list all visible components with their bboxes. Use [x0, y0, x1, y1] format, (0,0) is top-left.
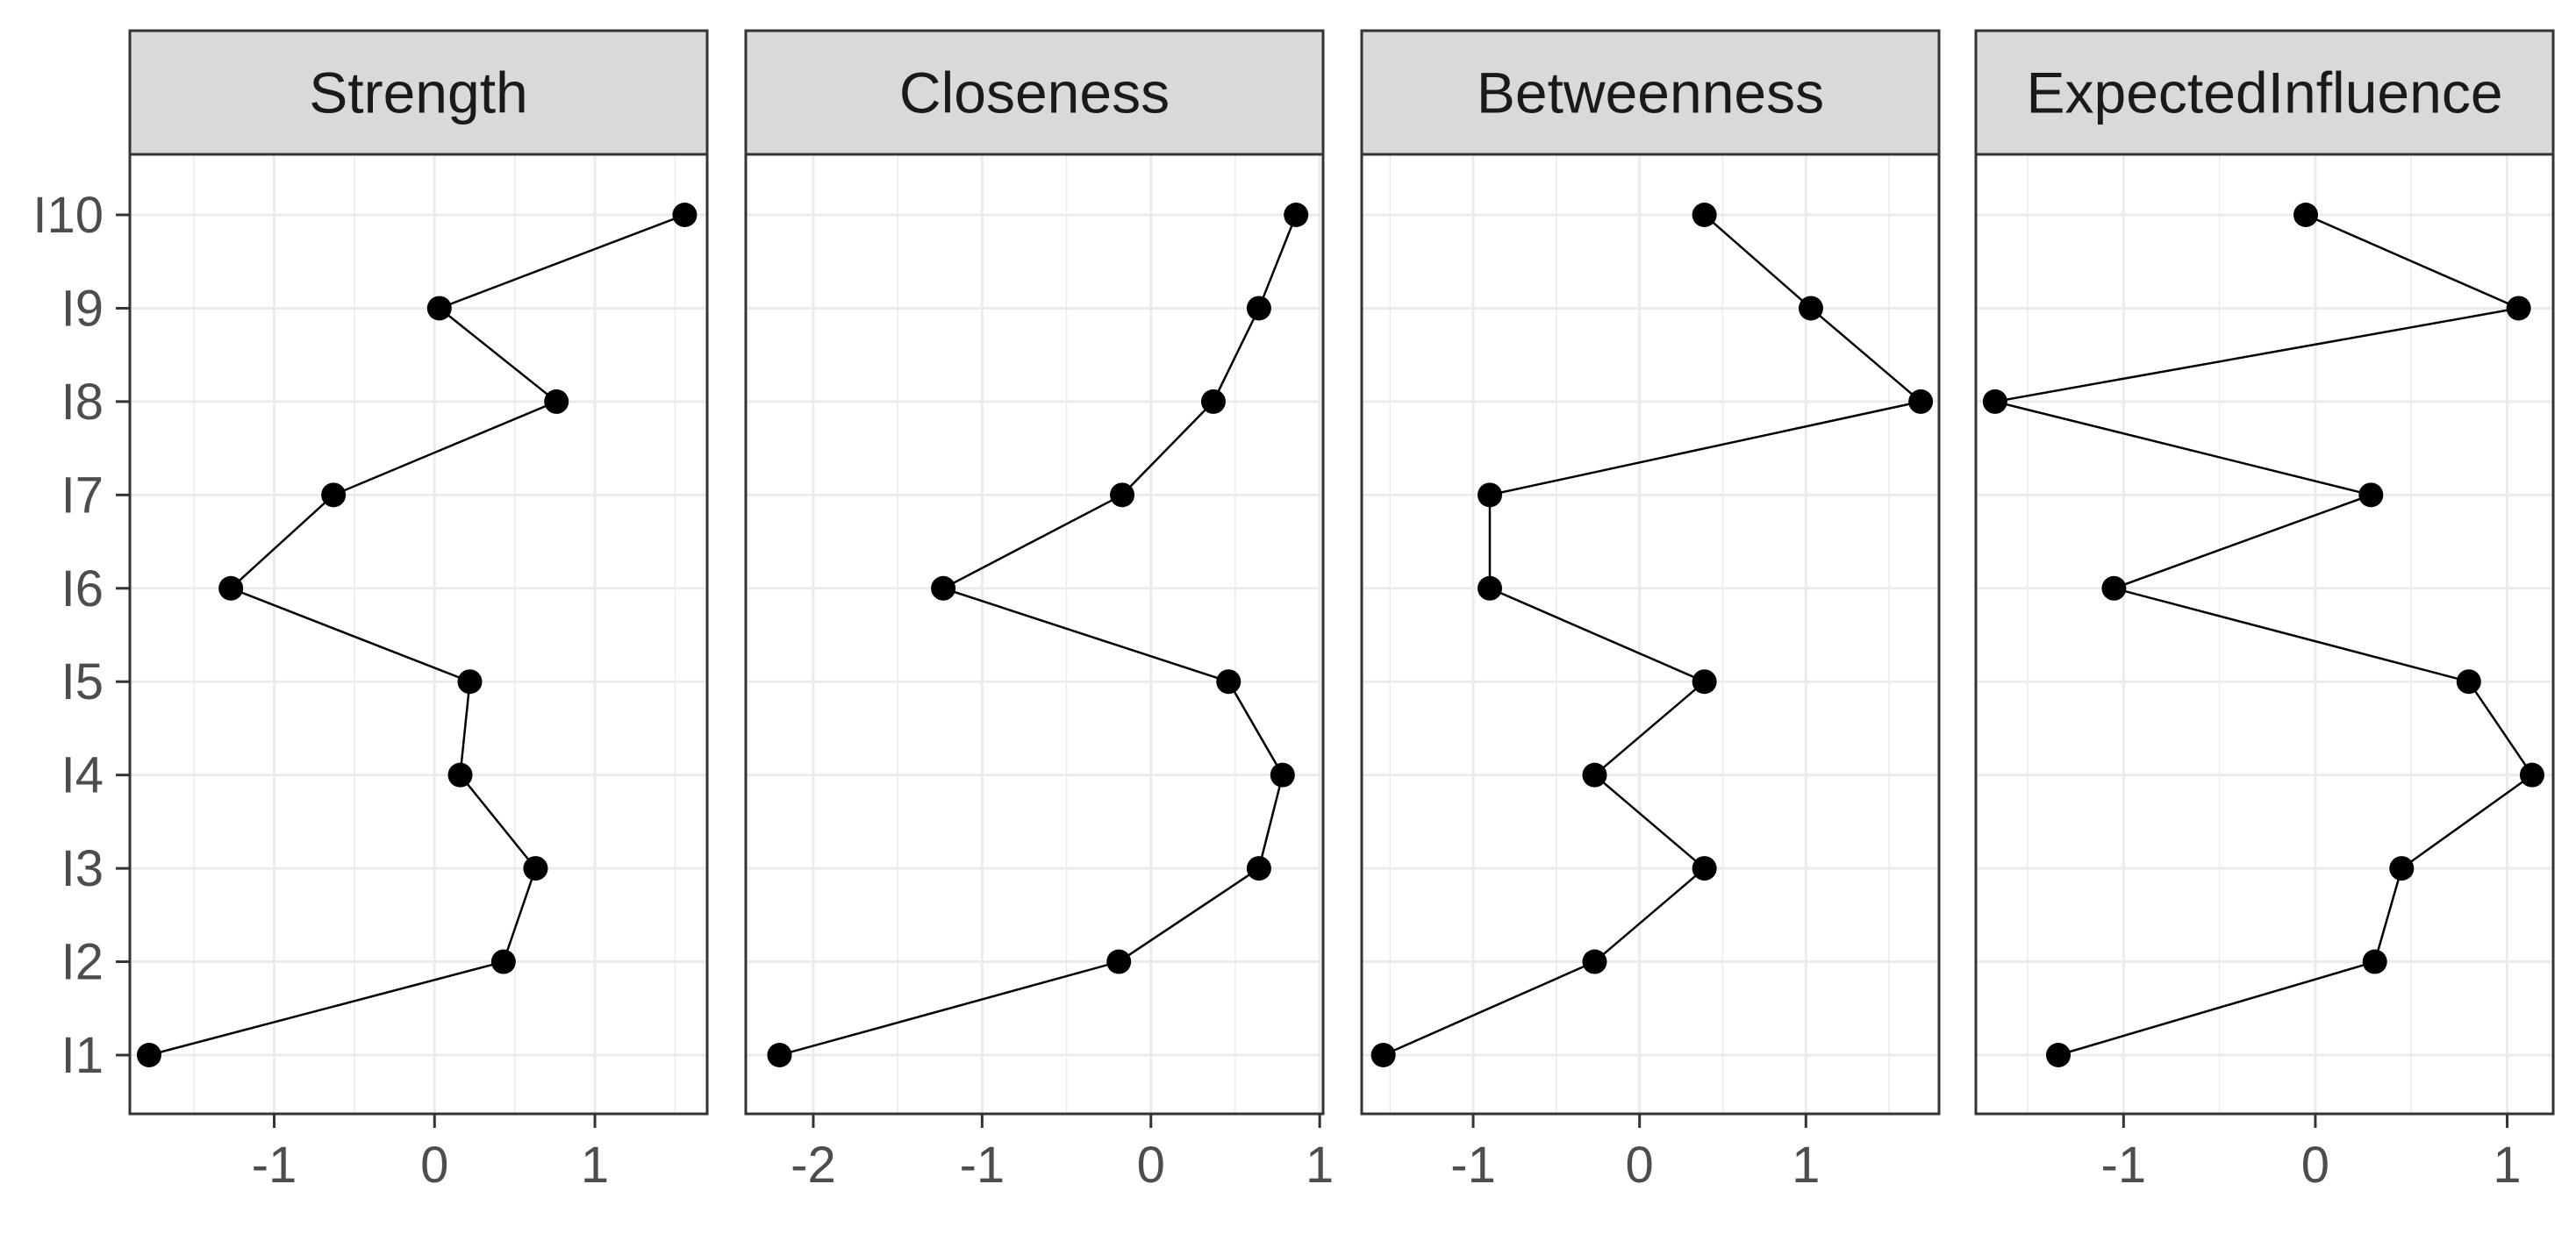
strip-background-strength — [128, 29, 709, 156]
point-betweenness-i5 — [1692, 669, 1717, 695]
x-tick-label: -1 — [2101, 1137, 2147, 1194]
point-strength-i7 — [321, 482, 347, 508]
point-betweenness-i6 — [1478, 575, 1503, 601]
x-tick-label: 1 — [581, 1137, 609, 1194]
y-tick-label-i1: I1 — [61, 1027, 104, 1084]
point-betweenness-i9 — [1798, 296, 1823, 321]
point-closeness-i7 — [1110, 482, 1135, 508]
point-strength-i9 — [426, 296, 452, 321]
x-tick-label: -2 — [791, 1137, 836, 1194]
grid-lines — [1362, 154, 1939, 1114]
point-expectedinfluence-i2 — [2362, 949, 2387, 974]
strip-background-closeness — [744, 29, 1325, 156]
panel-background — [1362, 154, 1939, 1114]
x-tick-label: 1 — [1792, 1137, 1820, 1194]
grid-lines — [1976, 154, 2553, 1114]
series-line-expectedinfluence — [1994, 213, 2534, 1057]
x-tick-label: 1 — [1306, 1137, 1334, 1194]
point-expectedinfluence-i6 — [2101, 575, 2127, 601]
y-axis: I1 I2 I3 I4 I5 I6 I7 I8 I9 I10 — [32, 187, 130, 1084]
x-tick-label: -1 — [252, 1137, 297, 1194]
x-tick-label: 0 — [1626, 1137, 1654, 1194]
point-betweenness-i2 — [1582, 949, 1607, 974]
point-expectedinfluence-i8 — [1982, 389, 2007, 414]
point-closeness-i3 — [1246, 856, 1271, 881]
point-expectedinfluence-i7 — [2358, 482, 2384, 508]
point-strength-i6 — [218, 575, 244, 601]
y-tick-label-i4: I4 — [61, 747, 104, 804]
point-closeness-i2 — [1106, 949, 1132, 974]
point-expectedinfluence-i5 — [2456, 669, 2481, 695]
point-closeness-i1 — [767, 1043, 792, 1067]
strip-background-betweenness — [1360, 29, 1941, 156]
point-expectedinfluence-i9 — [2506, 296, 2531, 321]
y-tick-label-i7: I7 — [61, 467, 104, 524]
y-tick-label-i9: I9 — [61, 280, 104, 337]
point-expectedinfluence-i1 — [2046, 1043, 2071, 1067]
point-betweenness-i3 — [1692, 856, 1717, 881]
x-tick-label: 0 — [2301, 1137, 2329, 1194]
point-closeness-i6 — [931, 575, 956, 601]
point-strength-i2 — [490, 949, 516, 974]
y-tick-label-i2: I2 — [61, 934, 104, 991]
point-closeness-i10 — [1284, 203, 1309, 227]
point-closeness-i5 — [1216, 669, 1241, 695]
series-line-closeness — [779, 214, 1298, 1057]
y-tick-label-i10: I10 — [32, 187, 104, 244]
y-tick-label-i8: I8 — [61, 374, 104, 431]
panel-expectedinfluence: ExpectedInfluence -1 0 1 — [1974, 29, 2555, 1194]
point-betweenness-i1 — [1370, 1043, 1396, 1067]
series-line-strength — [148, 213, 685, 1057]
panel-strength: Strength -1 0 1 — [128, 29, 709, 1194]
panel-betweenness: Betweenness -1 0 1 — [1360, 29, 1941, 1194]
x-tick-label: 0 — [1137, 1137, 1165, 1194]
y-tick-label-i3: I3 — [61, 840, 104, 897]
x-tick-label: 0 — [420, 1137, 448, 1194]
point-expectedinfluence-i10 — [2293, 203, 2318, 227]
series-line-betweenness — [1383, 214, 1923, 1057]
point-closeness-i9 — [1246, 296, 1271, 321]
point-closeness-i4 — [1270, 762, 1295, 788]
panel-closeness: Closeness -2 -1 0 1 — [744, 29, 1334, 1194]
point-expectedinfluence-i3 — [2389, 856, 2415, 881]
point-strength-i5 — [457, 669, 483, 695]
panel-background — [1976, 154, 2553, 1114]
panel-background — [746, 154, 1323, 1114]
point-strength-i10 — [672, 203, 698, 227]
grid-lines — [746, 154, 1323, 1114]
point-betweenness-i4 — [1582, 762, 1607, 788]
y-tick-label-i6: I6 — [61, 560, 104, 617]
x-tick-label: -1 — [960, 1137, 1005, 1194]
strip-label-betweenness: Betweenness — [1477, 61, 1824, 125]
point-betweenness-i10 — [1692, 203, 1717, 227]
point-strength-i4 — [447, 762, 473, 788]
y-tick-label-i5: I5 — [61, 653, 104, 710]
panel-background — [130, 154, 707, 1114]
point-strength-i3 — [523, 856, 548, 881]
strip-label-expectedinfluence: ExpectedInfluence — [2026, 61, 2502, 125]
point-betweenness-i8 — [1908, 389, 1934, 414]
point-strength-i8 — [544, 389, 569, 414]
strip-label-closeness: Closeness — [899, 61, 1170, 125]
x-tick-label: 1 — [2493, 1137, 2521, 1194]
strip-background-expectedinfluence — [1974, 29, 2555, 156]
x-tick-label: -1 — [1450, 1137, 1496, 1194]
strip-label-strength: Strength — [309, 61, 528, 125]
point-closeness-i8 — [1200, 389, 1226, 414]
point-strength-i1 — [136, 1043, 161, 1067]
grid-lines — [130, 154, 707, 1114]
point-expectedinfluence-i4 — [2519, 762, 2544, 788]
point-betweenness-i7 — [1478, 482, 1503, 508]
